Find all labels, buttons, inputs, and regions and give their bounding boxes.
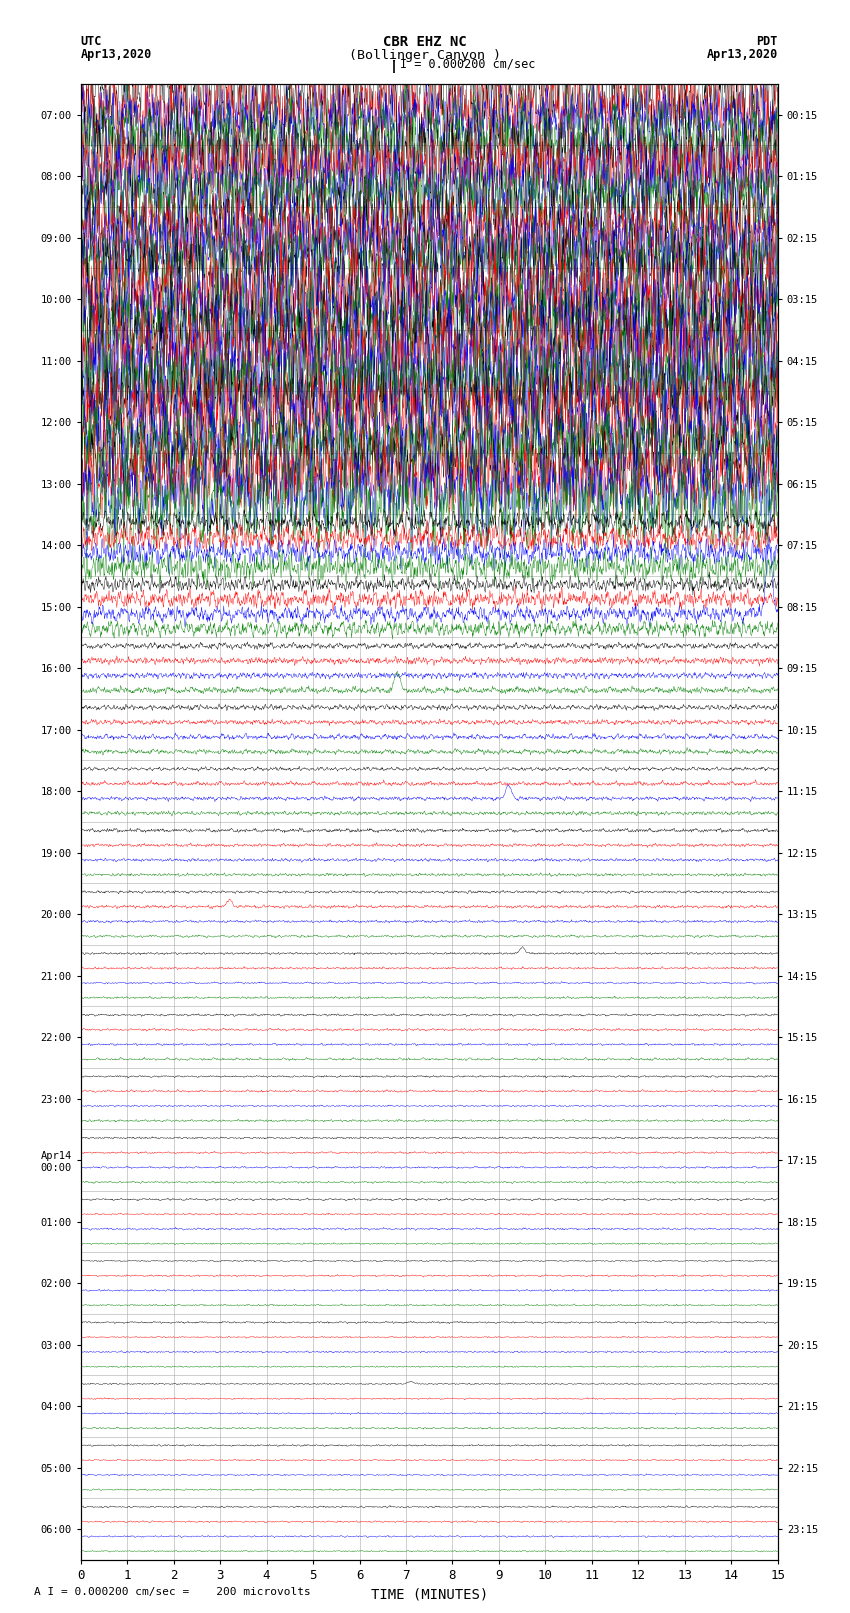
Text: Apr13,2020: Apr13,2020	[706, 48, 778, 61]
X-axis label: TIME (MINUTES): TIME (MINUTES)	[371, 1587, 488, 1602]
Text: CBR EHZ NC: CBR EHZ NC	[383, 35, 467, 48]
Text: I = 0.000200 cm/sec: I = 0.000200 cm/sec	[400, 56, 535, 71]
Text: Apr13,2020: Apr13,2020	[81, 48, 152, 61]
Text: A I = 0.000200 cm/sec =    200 microvolts: A I = 0.000200 cm/sec = 200 microvolts	[34, 1587, 311, 1597]
Text: UTC: UTC	[81, 35, 102, 48]
Text: (Bollinger Canyon ): (Bollinger Canyon )	[349, 50, 501, 63]
Text: PDT: PDT	[756, 35, 778, 48]
